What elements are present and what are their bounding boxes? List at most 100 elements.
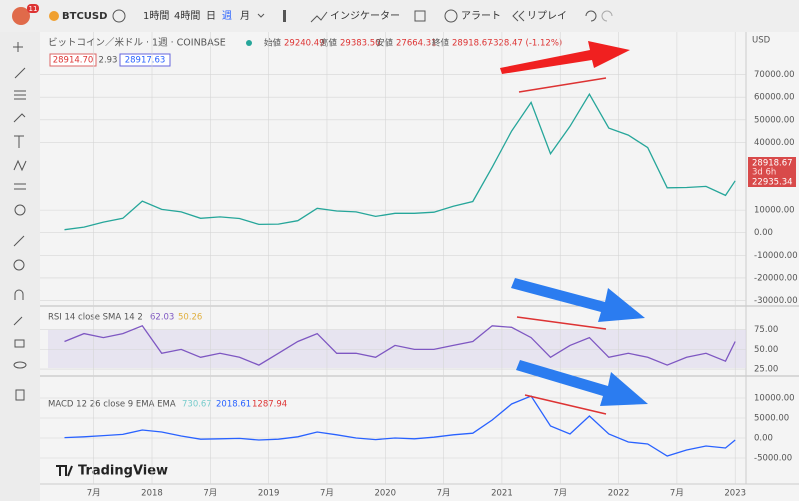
redo[interactable] [601, 10, 613, 22]
brand-logo[interactable] [56, 465, 73, 477]
change: -328.47 (-1.12%) [490, 39, 562, 49]
market-status [246, 40, 252, 46]
trend-line-tool[interactable] [14, 67, 26, 79]
countdown: 3d 6h [752, 168, 776, 178]
lock-tool[interactable] [14, 339, 25, 348]
y-tick-label: -10000.00 [754, 251, 798, 261]
text-tool[interactable] [14, 135, 24, 148]
y-tick-label: 70000.00 [754, 70, 795, 80]
prev-price: 22935.34 [752, 178, 793, 188]
x-tick-label: 7月 [437, 489, 451, 499]
icon-tool[interactable] [14, 204, 26, 216]
indicator-icon[interactable] [310, 11, 328, 23]
delete-tool[interactable] [15, 389, 25, 401]
undo[interactable] [585, 10, 597, 22]
y-tick-label: 50000.00 [754, 115, 795, 125]
x-tick-label: 2023 [724, 489, 746, 499]
pattern-tool[interactable] [13, 159, 27, 172]
zoom-tool[interactable] [13, 259, 25, 271]
series-title: ビットコイン／米ドル · 1週 · COINBASE [48, 37, 226, 49]
interval[interactable]: 月 [240, 10, 250, 22]
x-tick-label: 2019 [258, 489, 280, 499]
interval-active[interactable]: 週 [222, 10, 232, 22]
ruler-tool[interactable] [13, 235, 25, 247]
x-tick-label: 2021 [491, 489, 513, 499]
currency[interactable]: USD [752, 36, 771, 46]
y-tick-label: -5000.00 [754, 454, 792, 464]
lock-drawing-tool[interactable] [13, 316, 23, 326]
badge [27, 4, 39, 13]
plot: 7月 2018 7月 2019 7月 2020 7月 2021 7月 2022 7月 2023 7000… [40, 32, 798, 499]
annotation-arrow [516, 360, 648, 406]
magnet-tool[interactable] [14, 289, 24, 300]
y-tick-label: -20000.00 [754, 273, 798, 283]
y-tick-label: 10000.00 [754, 206, 795, 216]
x-tick-label: 7月 [320, 489, 334, 499]
y-tick-label: 0.00 [754, 228, 773, 238]
ohlc-value: 29240.49 [284, 39, 325, 49]
rsi-sma-value: 50.26 [178, 313, 202, 323]
visibility-tool[interactable] [13, 361, 27, 369]
annotation-arrow [511, 278, 645, 322]
buy-box[interactable] [119, 53, 171, 67]
chart-type-icon[interactable] [283, 10, 286, 22]
avatar[interactable] [12, 7, 30, 25]
ohlc-label: 始値 [264, 38, 282, 49]
macd-value: 2018.61 [216, 400, 251, 410]
macd-hist-value: 730.67 [182, 400, 212, 410]
series-line [64, 395, 736, 457]
ohlc-label: 高値 [320, 38, 338, 49]
symbol-icon [49, 11, 59, 21]
x-tick-label: 7月 [203, 489, 217, 499]
y-tick-label: 25.00 [754, 365, 778, 375]
sell-box[interactable] [49, 53, 97, 67]
bid: 28914.70 [53, 56, 94, 66]
y-tick-label: 75.00 [754, 325, 778, 335]
symbol[interactable]: BTCUSD [62, 11, 107, 22]
brush-tool[interactable] [13, 113, 26, 123]
ohlc-value: 28918.67 [452, 39, 493, 49]
interval[interactable]: 日 [206, 11, 216, 22]
fib-tool[interactable] [14, 90, 26, 100]
crosshair-tool[interactable] [13, 42, 23, 52]
indicators-button[interactable]: インジケーター [330, 10, 400, 22]
ohlc-value: 29383.50 [340, 39, 381, 49]
replay-icon[interactable] [512, 10, 525, 22]
interval[interactable]: 4時間 [174, 10, 200, 22]
price-tag [748, 157, 796, 187]
measure-tool[interactable] [14, 183, 26, 190]
x-tick-label: 7月 [87, 489, 101, 499]
rsi-legend: RSI 14 close SMA 14 2 [48, 313, 143, 323]
last-price: 28918.67 [752, 159, 793, 169]
y-tick-label: 10000.00 [754, 394, 795, 404]
spread: 2.93 [99, 56, 118, 66]
x-tick-label: 7月 [670, 489, 684, 499]
x-tick-label: 2022 [608, 489, 630, 499]
rsi-band [48, 330, 746, 368]
dropdown[interactable] [257, 13, 265, 18]
add-symbol[interactable] [112, 9, 126, 23]
alert-button[interactable]: アラート [461, 10, 501, 22]
top-toolbar [0, 0, 799, 32]
y-tick-label: 50.00 [754, 345, 778, 355]
x-tick-label: 7月 [553, 489, 567, 499]
layout-icon[interactable] [414, 10, 426, 22]
y-tick-label: -30000.00 [754, 296, 798, 306]
y-tick-label: 60000.00 [754, 93, 795, 103]
drawing-tools [13, 42, 27, 401]
y-tick-label: 40000.00 [754, 138, 795, 148]
ohlc-value: 27664.31 [396, 39, 437, 49]
rsi-value: 62.03 [150, 313, 174, 323]
chart-area [40, 32, 799, 501]
interval[interactable]: 1時間 [143, 10, 169, 22]
x-tick-label: 2020 [374, 489, 396, 499]
replay-button[interactable]: リプレイ [527, 10, 567, 22]
brand[interactable]: TradingView [78, 464, 168, 479]
badge-count: 11 [29, 5, 38, 13]
alert-icon[interactable] [444, 9, 458, 23]
series-line [64, 92, 736, 231]
series-line [64, 325, 736, 366]
ohlc-label: 終値 [432, 38, 450, 49]
